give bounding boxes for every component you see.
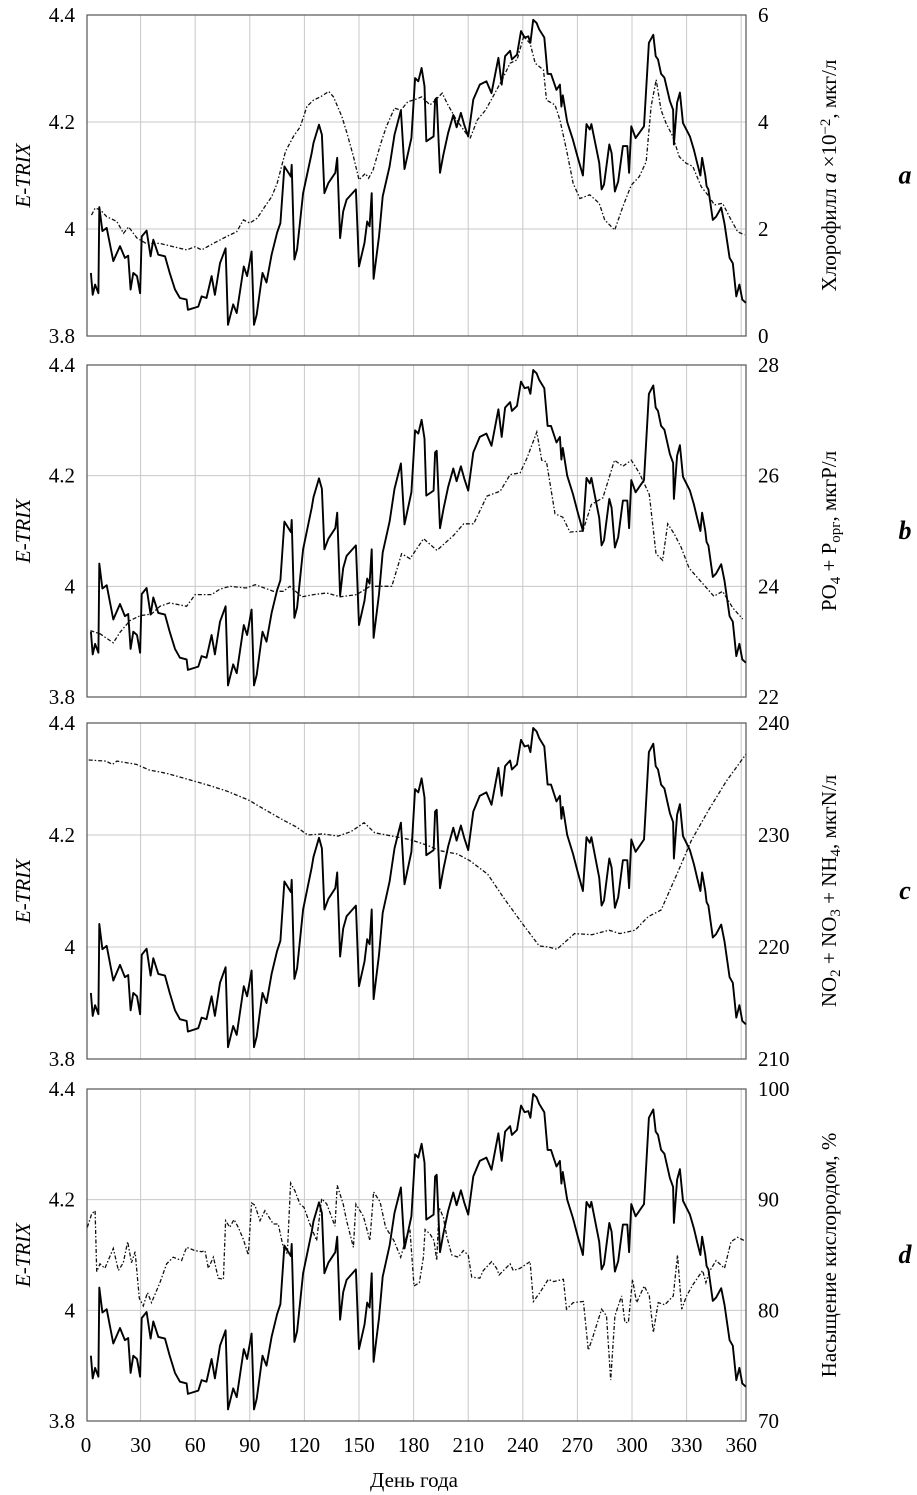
left-tick-label: 3.8: [49, 1409, 75, 1433]
right-axis-label-part: Хлорофилл: [817, 183, 841, 291]
panel-c: 4.4 4.2 4 3.8 240 230 220 210 E-TRIX NO2 + NO3 + …: [11, 711, 911, 1071]
etrix-line: [89, 1093, 747, 1411]
right-axis-label-part: , мкг/л: [817, 60, 841, 119]
right-tick-label: 220: [758, 935, 790, 959]
x-tick-label: 150: [343, 1433, 375, 1457]
x-axis: 0 30 60 90 120 150 180 210 240 270 300 330 360: [81, 1433, 757, 1457]
right-axis-label-part: орг: [828, 522, 844, 543]
series-line-d-dashed: [86, 1180, 745, 1381]
right-axis-label-part: a: [817, 173, 841, 184]
panel-letter: d: [899, 1240, 913, 1269]
plot-frame: [86, 1088, 747, 1422]
left-tick-label: 4.4: [49, 711, 76, 735]
left-tick-label: 4.2: [49, 110, 75, 134]
left-tick-label: 3.8: [49, 685, 75, 709]
x-tick-label: 300: [616, 1433, 648, 1457]
right-tick-label: 28: [758, 353, 779, 377]
x-tick-label: 90: [239, 1433, 260, 1457]
right-tick-label: 230: [758, 823, 790, 847]
left-tick-label: 4: [65, 217, 76, 241]
plot-frame: [86, 722, 747, 1060]
series-line-b-dashed: [90, 429, 744, 644]
x-tick-label: 360: [725, 1433, 757, 1457]
right-axis-label: Насыщение кислородом, %: [817, 1133, 841, 1378]
right-axis-label-part: −2: [818, 119, 834, 135]
right-axis-label: NO2 + NO3 + NH4, мкгN/л: [817, 775, 844, 1007]
left-tick-label: 4.2: [49, 1188, 75, 1212]
x-tick-label: 120: [289, 1433, 321, 1457]
panel-letter: a: [899, 161, 912, 190]
right-axis-label: Хлорофилл a ×10−2, мкг/л: [817, 60, 841, 292]
etrix-line: [89, 18, 747, 326]
right-axis-label-part: Насыщение кислородом, %: [817, 1133, 841, 1378]
x-tick-label: 270: [562, 1433, 594, 1457]
left-tick-label: 4.4: [49, 1077, 76, 1101]
right-tick-label: 2: [758, 217, 769, 241]
panel-letter: c: [899, 876, 911, 905]
x-tick-label: 60: [185, 1433, 206, 1457]
left-tick-label: 3.8: [49, 1047, 75, 1071]
right-axis-label-part: NO: [817, 977, 841, 1007]
etrix-line: [89, 727, 747, 1049]
x-tick-label: 210: [452, 1433, 484, 1457]
plot-frame: [86, 14, 747, 337]
right-tick-label: 24: [758, 574, 780, 598]
right-axis-label-part: ×10: [817, 135, 841, 173]
left-tick-label: 4: [65, 1298, 76, 1322]
left-tick-label: 4: [65, 574, 76, 598]
panel-a: 4.4 4.2 4 3.8 6 4 2 0 E-TRIX Хлорофилл a ×10−2, м…: [11, 3, 912, 348]
x-tick-label: 180: [398, 1433, 430, 1457]
right-axis-label-part: PO: [817, 584, 841, 611]
right-tick-label: 240: [758, 711, 790, 735]
panel-d: 4.4 4.2 4 3.8 100 90 80 70 E-TRIX Насыщение кисло…: [11, 1077, 913, 1433]
left-tick-label: 3.8: [49, 324, 75, 348]
right-axis-label-part: + NO: [817, 917, 841, 970]
x-axis-label: День года: [370, 1468, 459, 1492]
x-tick-label: 240: [507, 1433, 539, 1457]
right-axis-label-part: 3: [828, 909, 844, 917]
x-tick-label: 0: [81, 1433, 92, 1457]
right-tick-label: 0: [758, 324, 769, 348]
right-tick-label: 70: [758, 1409, 779, 1433]
right-axis-label: PO4 + Pорг, мкгP/л: [817, 451, 844, 611]
left-tick-label: 4.2: [49, 823, 75, 847]
right-tick-label: 6: [758, 3, 769, 27]
right-axis-label-part: 4: [828, 576, 844, 584]
left-axis-label: E-TRIX: [11, 858, 35, 924]
left-tick-label: 4: [65, 935, 76, 959]
right-tick-label: 210: [758, 1047, 790, 1071]
panel-letter: b: [899, 516, 912, 545]
left-tick-label: 4.4: [49, 353, 76, 377]
left-axis-label: E-TRIX: [11, 498, 35, 564]
right-axis-label-part: 2: [828, 969, 844, 977]
right-tick-label: 4: [758, 110, 769, 134]
left-tick-label: 4.4: [49, 3, 76, 27]
etrix-line: [89, 369, 747, 687]
right-axis-label-part: + P: [817, 543, 841, 577]
right-axis-label-part: + NH: [817, 856, 841, 909]
right-axis-label-part: 4: [828, 848, 844, 856]
x-tick-label: 330: [671, 1433, 703, 1457]
plot-frame: [86, 364, 747, 698]
left-tick-label: 4.2: [49, 464, 75, 488]
right-axis-label-part: , мкгN/л: [817, 775, 841, 849]
right-tick-label: 90: [758, 1188, 779, 1212]
right-tick-label: 100: [758, 1077, 790, 1101]
x-tick-label: 30: [130, 1433, 151, 1457]
right-axis-label-part: , мкгP/л: [817, 451, 841, 522]
right-tick-label: 22: [758, 685, 779, 709]
left-axis-label: E-TRIX: [11, 1222, 35, 1288]
left-axis-label: E-TRIX: [11, 142, 35, 208]
right-tick-label: 80: [758, 1298, 779, 1322]
right-tick-label: 26: [758, 464, 779, 488]
